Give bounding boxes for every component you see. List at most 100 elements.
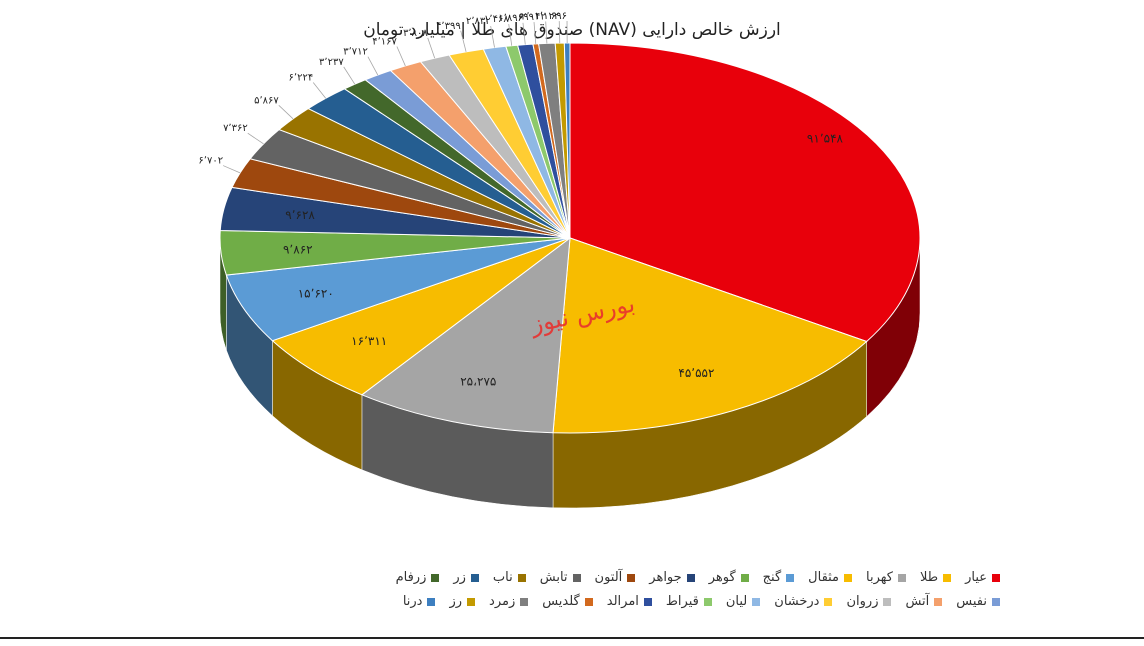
label-leader-17 (508, 23, 513, 46)
legend-row: نفیس آتش زروان درخشان لیان قیراط امرالد گلدیس زم… (150, 594, 1000, 609)
legend-swatch (786, 573, 795, 582)
data-label-1: ۴۵٬۵۵۲ (678, 366, 714, 380)
legend-item: درنا (403, 594, 436, 609)
data-label-8: ۷٬۳۶۲ (223, 123, 248, 134)
legend-item: کهربا (866, 570, 906, 585)
label-leader-9 (278, 105, 294, 120)
legend-item: لیان (725, 594, 761, 609)
legend-label: زروان (846, 594, 879, 609)
label-leader-8 (247, 132, 264, 145)
legend-item: قیراط (666, 594, 712, 609)
legend-label: نفیس (956, 594, 987, 609)
label-leader-7 (222, 165, 241, 174)
legend-row: عیار طلا کهربا مثقال گنج گوهر جواهر آلتون تابش نا… (150, 570, 1000, 585)
pie-slice-3 (271, 237, 571, 396)
legend-swatch (752, 597, 761, 606)
label-leader-13 (396, 46, 406, 67)
legend-swatch (740, 573, 749, 582)
legend-item: آلتون (595, 570, 636, 585)
legend-label: زمرد (489, 594, 516, 609)
legend-item: امرالد (607, 594, 652, 609)
legend-swatch (992, 573, 1000, 582)
legend-item: مثقال (808, 570, 853, 585)
legend-label: لیان (725, 594, 748, 609)
legend-swatch (427, 597, 436, 606)
legend-label: جواهر (649, 570, 682, 585)
data-label-9: ۵٬۸۶۷ (254, 95, 279, 106)
data-label-11: ۳٬۲۳۷ (319, 57, 344, 68)
data-label-4: ۱۵٬۶۲۰ (298, 286, 334, 300)
pie-slice-0 (569, 42, 921, 343)
legend-swatch (431, 573, 440, 582)
legend-swatch (824, 597, 833, 606)
legend-swatch (992, 597, 1000, 606)
data-label-6: ۹٬۶۲۸ (285, 208, 315, 222)
data-label-0: ۹۱٬۵۴۸ (807, 131, 844, 145)
legend-item: زمرد (489, 594, 529, 609)
data-label-10: ۶٬۲۲۴ (289, 73, 314, 84)
legend-item: رز (449, 594, 476, 609)
legend-swatch (883, 597, 892, 606)
legend-item: زرفام (396, 570, 440, 585)
legend-label: عیار (965, 570, 987, 585)
data-label-15: ۴٬۳۹۹ (436, 21, 461, 32)
legend-label: درنا (402, 594, 423, 609)
bottom-divider (0, 637, 1144, 639)
legend-swatch (686, 573, 695, 582)
legend-item: گوهر (709, 570, 749, 585)
label-leader-12 (367, 56, 379, 76)
legend-label: امرالد (606, 594, 639, 609)
data-label-17: ۱٬۴۶۸ (484, 14, 509, 25)
legend-label: زرفام (395, 570, 427, 585)
legend-item: درخشان (774, 594, 833, 609)
legend-label: طلا (919, 570, 939, 585)
data-label-14: ۳٬۸۰۸ (403, 28, 428, 39)
pie-top (219, 42, 921, 434)
data-label-20: ۲٬۰۴۲ (521, 11, 546, 22)
data-label-18: ۱٬۸۹۶ (498, 13, 523, 24)
pie-chart: ۹۱٬۵۴۸ ۴۵٬۵۵۲ ۲۵،۲۷۵ ۱۶٬۳۱۱ ۱۵٬۶۲۰ ۹٬۸۶۲ ۹٬۶۲۸… (198, 11, 921, 509)
legend-item: زروان (846, 594, 892, 609)
legend-swatch (520, 597, 529, 606)
data-label-5: ۹٬۸۶۲ (283, 243, 313, 257)
legend-swatch (934, 597, 943, 606)
legend-label: تابش (539, 570, 568, 585)
legend-item: جواهر (649, 570, 695, 585)
legend-label: زر (453, 570, 466, 585)
label-leader-11 (343, 66, 356, 85)
label-leader-16 (490, 26, 495, 48)
legend-swatch (943, 573, 952, 582)
label-leader-14 (427, 37, 436, 59)
data-label-16: ۲٬۸۳۲ (466, 16, 491, 27)
legend-label: قیراط (665, 594, 699, 609)
data-label-22: ۶۹۶ (551, 11, 567, 22)
legend-label: مثقال (808, 570, 840, 585)
pie-slice-4 (225, 237, 571, 342)
legend-item: تابش (540, 570, 581, 585)
label-leader-21 (558, 21, 561, 44)
legend-label: درخشان (774, 594, 820, 609)
legend-label: گلدیس (542, 594, 580, 609)
label-leader-10 (312, 82, 327, 99)
legend-item: طلا (919, 570, 952, 585)
legend-label: آلتون (594, 570, 623, 585)
legend-swatch (572, 573, 581, 582)
label-leader-15 (460, 30, 467, 52)
legend-label: ناب (492, 570, 513, 585)
legend-swatch (517, 573, 526, 582)
legend-swatch (584, 597, 593, 606)
data-label-12: ۳٬۷۱۲ (343, 47, 368, 58)
legend-swatch (467, 597, 476, 606)
legend-item: نفیس (956, 594, 1000, 609)
pie-slice-2 (360, 236, 571, 434)
pie-slice-1 (552, 237, 868, 434)
data-label-2: ۲۵،۲۷۵ (460, 374, 496, 388)
legend-item: عیار (965, 570, 1000, 585)
legend-swatch (627, 573, 636, 582)
pie-slice-22 (563, 42, 571, 239)
label-leader-18 (522, 22, 526, 45)
pie-labels: ۹۱٬۵۴۸ ۴۵٬۵۵۲ ۲۵،۲۷۵ ۱۶٬۳۱۱ ۱۵٬۶۲۰ ۹٬۸۶۲ ۹٬۶۲۸… (198, 11, 843, 388)
legend-swatch (703, 597, 712, 606)
legend-item: گنج (763, 570, 795, 585)
